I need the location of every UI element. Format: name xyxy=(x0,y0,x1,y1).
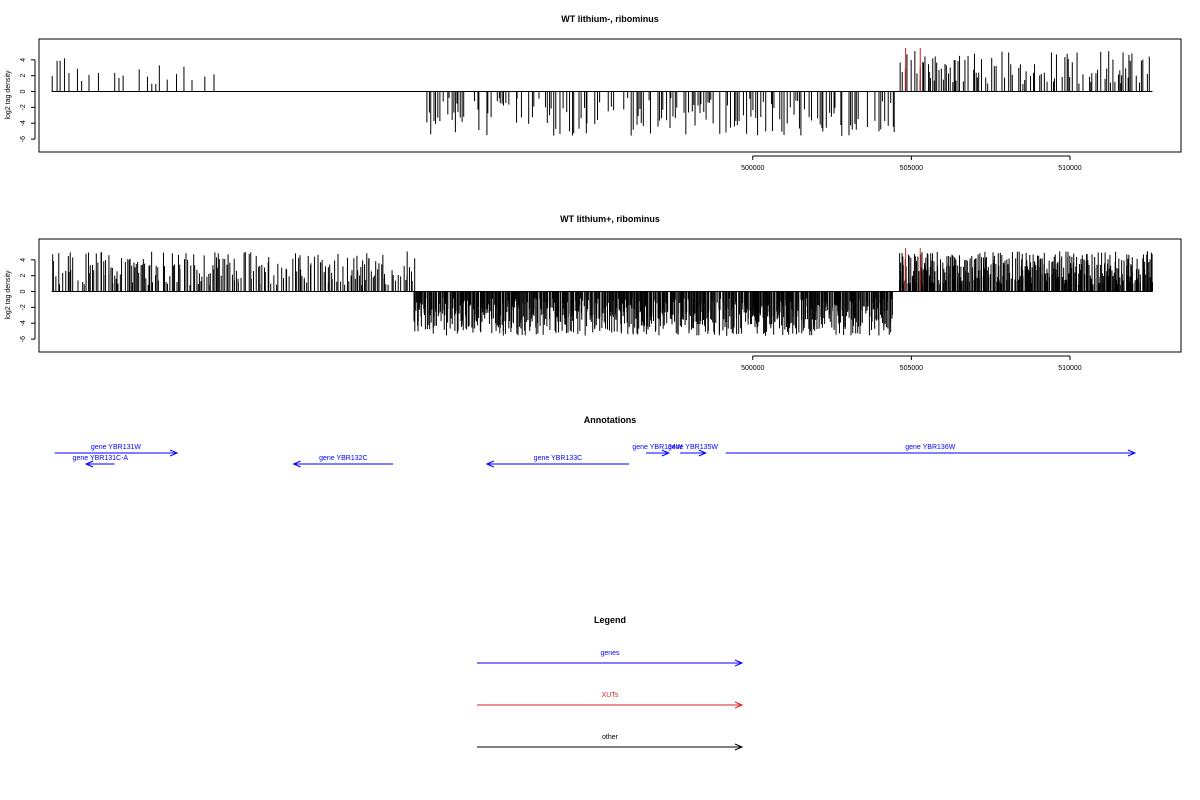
legend-items: genes XUTs other xyxy=(477,650,744,751)
y-tick-label: 4 xyxy=(20,58,27,62)
legend-arrowhead xyxy=(734,659,744,667)
y-tick-label: -2 xyxy=(20,304,27,310)
gene-arrowhead xyxy=(84,460,94,468)
y-axis-label: log2 tag density xyxy=(5,70,12,120)
gene-label: gene YBR136W xyxy=(905,444,955,451)
legend-title: Legend xyxy=(594,615,626,625)
x-axis: 500000 505000 510000 xyxy=(741,355,1082,372)
legend-item: other xyxy=(477,734,744,751)
plot-frame xyxy=(38,38,1182,153)
y-tick-label: -2 xyxy=(20,104,27,110)
legend-label: XUTs xyxy=(602,692,619,699)
gene-annotation: gene YBR134W xyxy=(632,444,683,457)
x-axis: 500000 505000 510000 xyxy=(741,155,1082,172)
x-tick-label: 510000 xyxy=(1058,365,1081,372)
track-title: WT lithium+, ribominus xyxy=(560,214,660,224)
gene-annotation: gene YBR136W xyxy=(725,444,1137,457)
y-tick-label: 0 xyxy=(20,89,27,93)
gene-label: gene YBR131C-A xyxy=(73,455,129,462)
y-axis: -6 -4 -2 0 2 4 xyxy=(20,258,36,342)
gene-annotation: gene YBR132C xyxy=(292,455,394,468)
gene-annotation: gene YBR131C-A xyxy=(73,455,129,468)
gene-list: gene YBR131W gene YBR131C-A gene YBR132C ge… xyxy=(54,444,1137,468)
gene-arrowhead xyxy=(661,449,671,457)
gene-arrowhead xyxy=(1127,449,1137,457)
gene-annotation: gene YBR133C xyxy=(485,455,630,468)
y-tick-label: 0 xyxy=(20,289,27,293)
y-axis-label: log2 tag density xyxy=(5,270,12,320)
gene-label: gene YBR133C xyxy=(534,455,583,462)
annotations-title: Annotations xyxy=(584,415,637,425)
track-panel-lithium-plus: WT lithium+, ribominus log2 tag density … xyxy=(5,214,1182,372)
density-bars xyxy=(51,47,1153,136)
density-bars xyxy=(51,247,1153,336)
y-tick-label: 4 xyxy=(20,258,27,262)
x-tick-label: 505000 xyxy=(900,365,923,372)
x-tick-label: 505000 xyxy=(900,165,923,172)
legend-arrowhead xyxy=(734,701,744,709)
x-tick-label: 510000 xyxy=(1058,165,1081,172)
gene-arrowhead xyxy=(485,460,495,468)
y-axis: -6 -4 -2 0 2 4 xyxy=(20,58,36,142)
legend-item: genes xyxy=(477,650,744,667)
plot-frame xyxy=(38,238,1182,353)
legend-arrowhead xyxy=(734,743,744,751)
gene-annotation: gene YBR131W xyxy=(54,444,179,457)
y-tick-label: 2 xyxy=(20,274,27,278)
gene-annotation: gene YBR135W xyxy=(668,444,718,457)
gene-label: gene YBR131W xyxy=(91,444,141,451)
y-tick-label: -6 xyxy=(20,336,27,342)
gene-arrowhead xyxy=(169,449,179,457)
y-tick-label: -6 xyxy=(20,136,27,142)
gene-label: gene YBR134W xyxy=(632,444,682,451)
track-title: WT lithium-, ribominus xyxy=(561,14,659,24)
legend: Legend genes XUTs other xyxy=(477,615,744,751)
gene-arrowhead xyxy=(698,449,708,457)
x-tick-label: 500000 xyxy=(741,165,764,172)
track-panel-lithium-minus: WT lithium-, ribominus log2 tag density … xyxy=(5,14,1182,172)
y-tick-label: 2 xyxy=(20,74,27,78)
gene-label: gene YBR132C xyxy=(319,455,368,462)
gene-arrowhead xyxy=(292,460,301,468)
legend-label: other xyxy=(602,734,619,741)
legend-label: genes xyxy=(600,650,620,657)
gene-label: gene YBR135W xyxy=(668,444,718,451)
x-tick-label: 500000 xyxy=(741,365,764,372)
y-tick-label: -4 xyxy=(20,320,27,326)
legend-item: XUTs xyxy=(477,692,744,709)
y-tick-label: -4 xyxy=(20,120,27,126)
